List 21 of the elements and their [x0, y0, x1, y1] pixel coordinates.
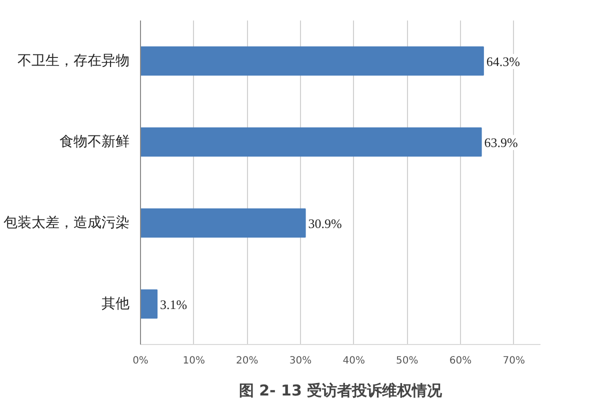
data-label: 30.9%: [308, 216, 342, 231]
x-tick-label: 30%: [289, 356, 312, 366]
bar: [140, 208, 306, 238]
y-tick-label: 其他: [102, 296, 130, 312]
data-label: 64.3%: [486, 54, 520, 69]
bar: [140, 46, 484, 76]
x-tick-label: 70%: [502, 356, 525, 366]
x-tick-label: 40%: [342, 356, 365, 366]
x-tick-label: 50%: [396, 356, 418, 366]
x-tick-label: 0%: [132, 356, 148, 366]
y-tick-label: 食物不新鲜: [60, 134, 130, 150]
y-tick-label: 不卫生，存在异物: [18, 53, 130, 69]
bar: [140, 289, 158, 319]
bar: [140, 127, 482, 157]
x-tick-label: 60%: [449, 356, 472, 366]
x-tick-label: 10%: [182, 356, 205, 366]
data-label: 63.9%: [484, 135, 518, 150]
data-label: 3.1%: [160, 297, 188, 312]
text: 图 2- 13 受访者投诉维权情况: [238, 382, 444, 400]
x-tick-label: 20%: [236, 356, 258, 366]
y-tick-label: 包装太差，造成污染: [4, 215, 130, 231]
